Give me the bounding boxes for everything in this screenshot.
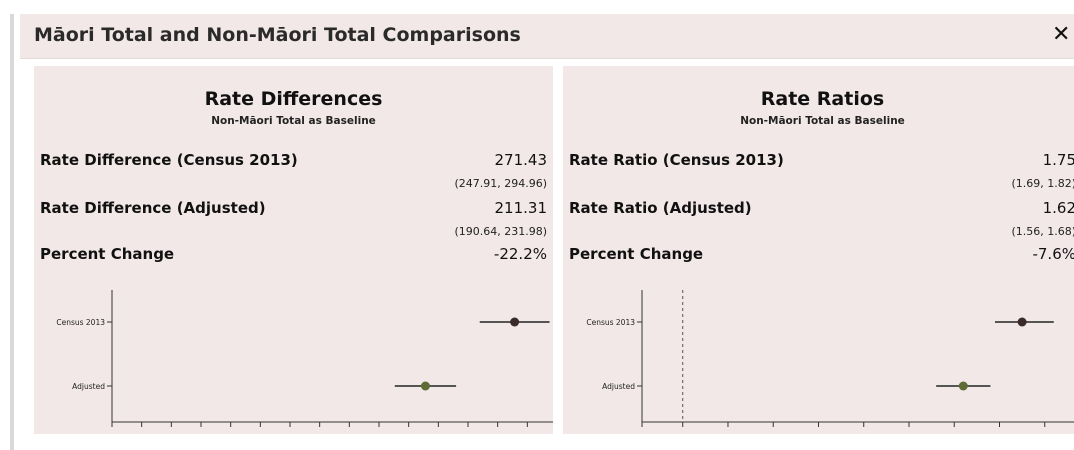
percent-change-label: Percent Change [569,245,704,263]
rate-ratio-adjusted-label: Rate Ratio (Adjusted) [569,199,752,217]
modal-header: Māori Total and Non-Māori Total Comparis… [20,14,1074,59]
rate-difference-census-value: 271.43 [494,151,548,169]
rate-difference-adjusted-label: Rate Difference (Adjusted) [40,199,266,217]
percent-change-label: Percent Change [40,245,175,263]
rate-difference-census-label: Rate Difference (Census 2013) [40,151,298,169]
estimate-point [958,381,968,391]
rate-ratio-census-ci: (1.69, 1.82) [1011,177,1074,190]
rate-ratio-adjusted-ci: (1.56, 1.68) [1011,225,1074,238]
y-tick-label: Adjusted [72,382,105,391]
panel-title: Rate Ratios [760,88,885,110]
rate-differences-forest-plot: Census 2013Adjusted020406080100120140160… [56,290,553,427]
rate-ratios-forest-plot: Census 2013Adjusted0.9111.11.21.31.41.51… [586,290,1074,427]
percent-change-value: -22.2% [493,245,547,263]
rate-ratio-adjusted-value: 1.62 [1042,199,1074,217]
rate-difference-adjusted-ci: (190.64, 231.98) [454,225,547,238]
rate-difference-adjusted-value: 211.31 [494,199,548,217]
y-tick-label: Census 2013 [586,318,635,327]
panel-title: Rate Differences [204,88,383,110]
y-tick-label: Adjusted [602,382,635,391]
modal-title: Māori Total and Non-Māori Total Comparis… [34,24,521,46]
close-icon[interactable]: ✕ [1052,22,1071,47]
percent-change-value: -7.6% [1032,245,1074,263]
rate-ratio-census-value: 1.75 [1042,151,1074,169]
estimate-point [510,317,520,327]
estimate-point [420,381,430,391]
comparison-modal: Māori Total and Non-Māori Total Comparis… [20,14,1074,450]
estimate-point [1017,317,1027,327]
rate-differences-panel: Rate Differences Non-Māori Total as Base… [34,66,553,434]
panel-subtitle: Non-Māori Total as Baseline [740,115,905,127]
y-tick-label: Census 2013 [56,318,105,327]
rate-difference-census-ci: (247.91, 294.96) [454,177,547,190]
rate-ratio-census-label: Rate Ratio (Census 2013) [569,151,784,169]
left-scroll-rail [10,14,14,450]
rate-ratios-panel: Rate Ratios Non-Māori Total as Baseline … [563,66,1074,434]
panel-subtitle: Non-Māori Total as Baseline [211,115,376,127]
